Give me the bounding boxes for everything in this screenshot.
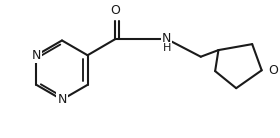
Text: H: H [162, 43, 171, 53]
Text: N: N [32, 49, 41, 62]
Text: O: O [111, 4, 120, 17]
Text: N: N [57, 93, 67, 106]
Text: N: N [162, 32, 171, 46]
Text: O: O [269, 64, 278, 77]
